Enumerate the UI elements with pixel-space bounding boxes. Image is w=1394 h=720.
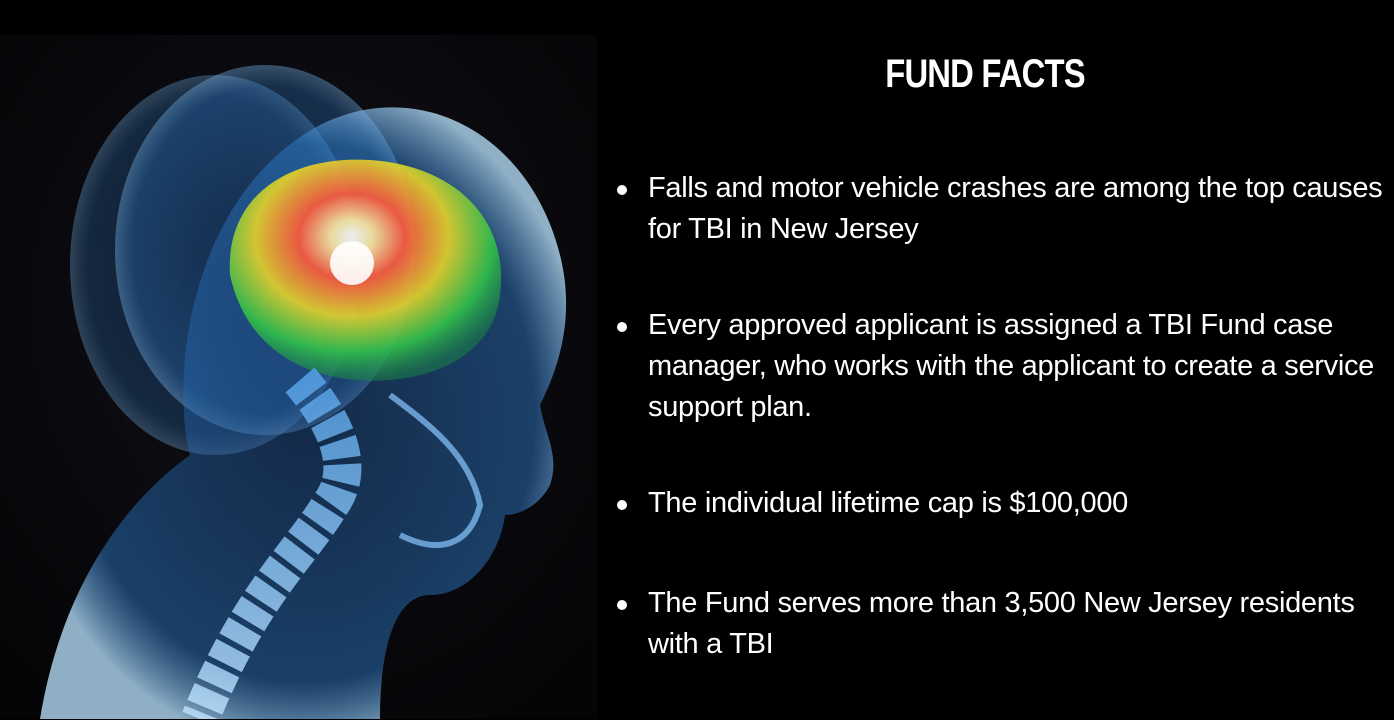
title: FUND FACTS [667, 52, 1303, 97]
page: FUND FACTS Falls and motor vehicle crash… [0, 0, 1394, 719]
fact: The individual lifetime cap is $100,000 [617, 483, 1387, 524]
fact: The Fund serves more than 3,500 New Jers… [617, 583, 1387, 665]
facts-list: Falls and motor vehicle crashes are amon… [617, 168, 1387, 720]
facts-panel: FUND FACTS Falls and motor vehicle crash… [597, 0, 1394, 719]
head-illustration [0, 35, 597, 719]
fact: Every approved applicant is assigned a T… [617, 305, 1387, 428]
fact: Falls and motor vehicle crashes are amon… [617, 168, 1387, 250]
